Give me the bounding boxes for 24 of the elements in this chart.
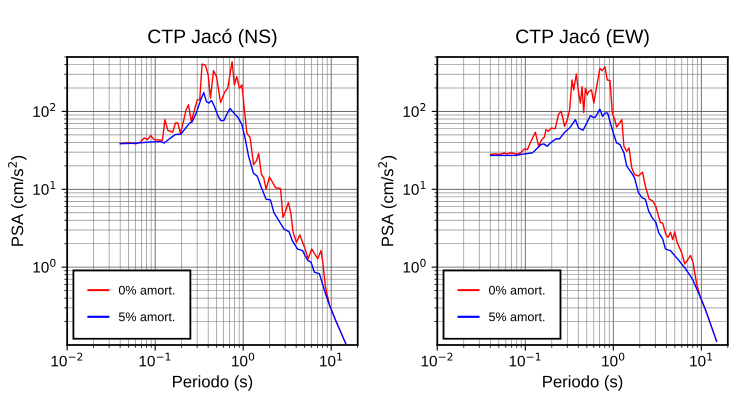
x-tick-label: 10$^{−2}$ [52,352,82,367]
y-tick-label: 10$^{1}$ [404,181,426,195]
y-tick-label: 10$^{0}$ [404,258,426,273]
x-tick-label: 10$^{0}$ [232,352,254,367]
x-tick-label: 10$^{−1}$ [140,352,170,367]
x-axis-title: Periodo (s) [173,375,252,391]
x-tick-label: 10$^{−2}$ [422,352,452,367]
x-axis-title: Periodo (s) [543,375,622,391]
y-axis-title: PSA (cm/s$^{2}$) [378,156,397,246]
y-axis-title: PSA (cm/s$^{2}$) [8,156,27,246]
chart-title: CTP Jacó (NS) [148,28,276,48]
x-tick-label: 10$^{−1}$ [510,352,540,367]
y-tick-label: 10$^{0}$ [33,258,56,273]
y-tick-label: 10$^{2}$ [33,103,56,117]
x-tick-label: 10$^{1}$ [320,352,342,367]
x-tick-label: 10$^{1}$ [690,352,712,367]
y-tick-label: 10$^{1}$ [33,181,56,195]
y-tick-label: 10$^{2}$ [404,103,426,117]
legend-label: 0% amort. [489,286,544,295]
chart-title: CTP Jacó (EW) [516,28,649,48]
legend-label: 5% amort. [489,312,544,322]
legend-label: 0% amort. [118,286,174,295]
x-tick-label: 10$^{0}$ [602,352,624,367]
legend-label: 5% amort. [118,312,174,322]
